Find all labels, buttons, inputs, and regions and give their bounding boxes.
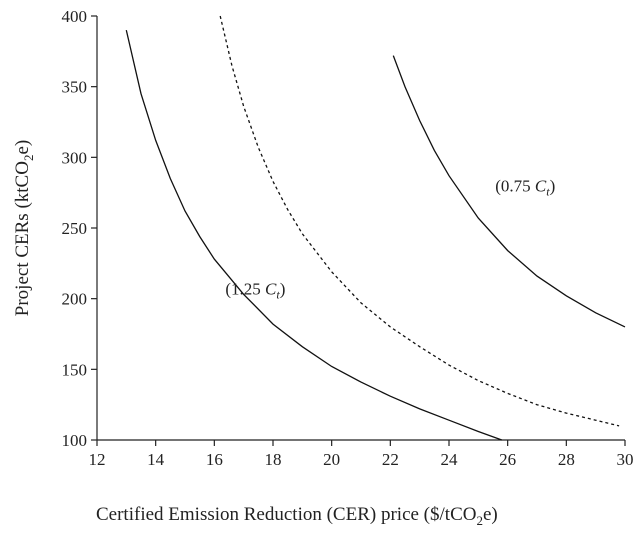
plot-area: 100 150 200 250 300 350 400 12 14 16 18 20 22 24 26 28… — [62, 7, 634, 469]
y-tick-label: 100 — [62, 431, 88, 450]
x-tick-label: 28 — [558, 450, 575, 469]
y-tick-label: 200 — [62, 290, 88, 309]
y-tick-label: 300 — [62, 148, 88, 167]
y-tick-label: 250 — [62, 219, 88, 238]
series-line-3 — [392, 55, 626, 328]
x-tick-label: 30 — [617, 450, 634, 469]
y-tick-label: 400 — [62, 7, 88, 26]
x-ticks: 12 14 16 18 20 22 24 26 28 30 — [89, 440, 634, 469]
x-tick-label: 26 — [499, 450, 516, 469]
series-line-1 — [125, 29, 503, 441]
x-tick-label: 22 — [382, 450, 399, 469]
series-line-2 — [219, 15, 620, 427]
x-tick-label: 12 — [89, 450, 106, 469]
x-tick-label: 18 — [265, 450, 282, 469]
annotation-label: (1.25 Ct) — [225, 279, 285, 301]
x-tick-label: 14 — [147, 450, 165, 469]
y-axis-title: Project CERs (ktCO2e) — [12, 140, 36, 316]
x-tick-label: 24 — [441, 450, 459, 469]
y-tick-label: 350 — [62, 78, 88, 97]
x-tick-label: 20 — [323, 450, 340, 469]
x-tick-label: 16 — [206, 450, 223, 469]
annotation-label: (0.75 Ct) — [495, 176, 555, 198]
x-axis-title: Certified Emission Reduction (CER) price… — [96, 504, 498, 528]
y-tick-label: 150 — [62, 360, 88, 379]
series-group — [125, 15, 626, 441]
y-ticks: 100 150 200 250 300 350 400 — [62, 7, 97, 450]
annotations: (1.25 Ct) (0.75 Ct) — [225, 176, 555, 301]
